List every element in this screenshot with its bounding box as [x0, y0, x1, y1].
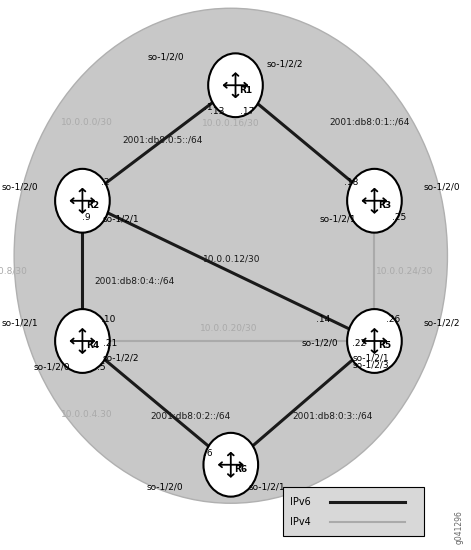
Text: so-1/2/1: so-1/2/1	[352, 354, 389, 362]
Text: 2001:db8:0:4::/64: 2001:db8:0:4::/64	[94, 276, 174, 285]
Text: so-1/2/0: so-1/2/0	[2, 183, 39, 191]
Text: .13: .13	[210, 107, 224, 116]
Text: so-1/2/2: so-1/2/2	[266, 60, 302, 69]
Text: 10.0.0.4.30: 10.0.0.4.30	[61, 410, 113, 419]
Circle shape	[347, 309, 402, 373]
Text: .14: .14	[317, 316, 331, 324]
Text: 10.0.0.24/30: 10.0.0.24/30	[376, 266, 433, 275]
Text: 10.0.0.0/30: 10.0.0.0/30	[61, 118, 113, 127]
Text: so-1/2/0: so-1/2/0	[33, 363, 70, 372]
Circle shape	[55, 169, 110, 233]
Ellipse shape	[14, 8, 447, 503]
Text: 2001:db8:0:5::/64: 2001:db8:0:5::/64	[122, 136, 203, 145]
Text: so-1/2/3: so-1/2/3	[352, 360, 389, 369]
Text: so-1/2/0: so-1/2/0	[146, 483, 183, 492]
Text: 10.0.0.20/30: 10.0.0.20/30	[200, 324, 257, 333]
Text: .22: .22	[352, 339, 366, 348]
Text: R3: R3	[378, 201, 391, 210]
Text: so-1/2/0: so-1/2/0	[147, 53, 184, 62]
Text: IPv4: IPv4	[290, 518, 310, 527]
Text: 10.0.0.16/30: 10.0.0.16/30	[202, 119, 260, 128]
Circle shape	[347, 169, 402, 233]
Text: R4: R4	[86, 342, 99, 350]
Text: .5: .5	[97, 363, 105, 372]
Text: R1: R1	[239, 86, 252, 95]
Text: .2: .2	[101, 178, 110, 187]
Text: .25: .25	[392, 213, 406, 222]
Text: .18: .18	[343, 178, 358, 187]
Circle shape	[55, 309, 110, 373]
Text: .9: .9	[82, 213, 90, 222]
Circle shape	[203, 433, 258, 497]
Text: so-1/2/2: so-1/2/2	[424, 319, 460, 328]
Text: 2001:db8:0:2::/64: 2001:db8:0:2::/64	[151, 412, 231, 421]
Text: so-1/2/0: so-1/2/0	[301, 338, 338, 347]
Text: so-1/2/1: so-1/2/1	[103, 214, 139, 223]
Text: .26: .26	[386, 316, 400, 324]
Text: 10.0.0.8/30: 10.0.0.8/30	[0, 266, 28, 275]
Text: 2001:db8:0:1::/64: 2001:db8:0:1::/64	[330, 118, 410, 127]
Circle shape	[208, 53, 263, 117]
Text: R6: R6	[234, 465, 247, 474]
Text: g041296: g041296	[455, 510, 464, 544]
Bar	[283, 487, 424, 536]
Text: .10: .10	[101, 316, 116, 324]
Text: so-1/2/1: so-1/2/1	[2, 319, 39, 328]
Text: so-1/2/2: so-1/2/2	[103, 354, 139, 362]
Text: .6: .6	[204, 449, 213, 458]
Text: 2001:db8:0:3::/64: 2001:db8:0:3::/64	[292, 412, 373, 421]
Text: so-1/2/1: so-1/2/1	[249, 483, 285, 492]
Text: R2: R2	[86, 201, 99, 210]
Text: .21: .21	[103, 339, 117, 348]
Text: so-1/2/1: so-1/2/1	[319, 214, 356, 223]
Text: .1: .1	[204, 103, 213, 112]
Text: R5: R5	[378, 342, 391, 350]
Text: .17: .17	[240, 107, 255, 116]
Text: IPv6: IPv6	[290, 497, 310, 507]
Text: 10.0.0.12/30: 10.0.0.12/30	[203, 254, 260, 263]
Text: so-1/2/0: so-1/2/0	[424, 183, 461, 191]
